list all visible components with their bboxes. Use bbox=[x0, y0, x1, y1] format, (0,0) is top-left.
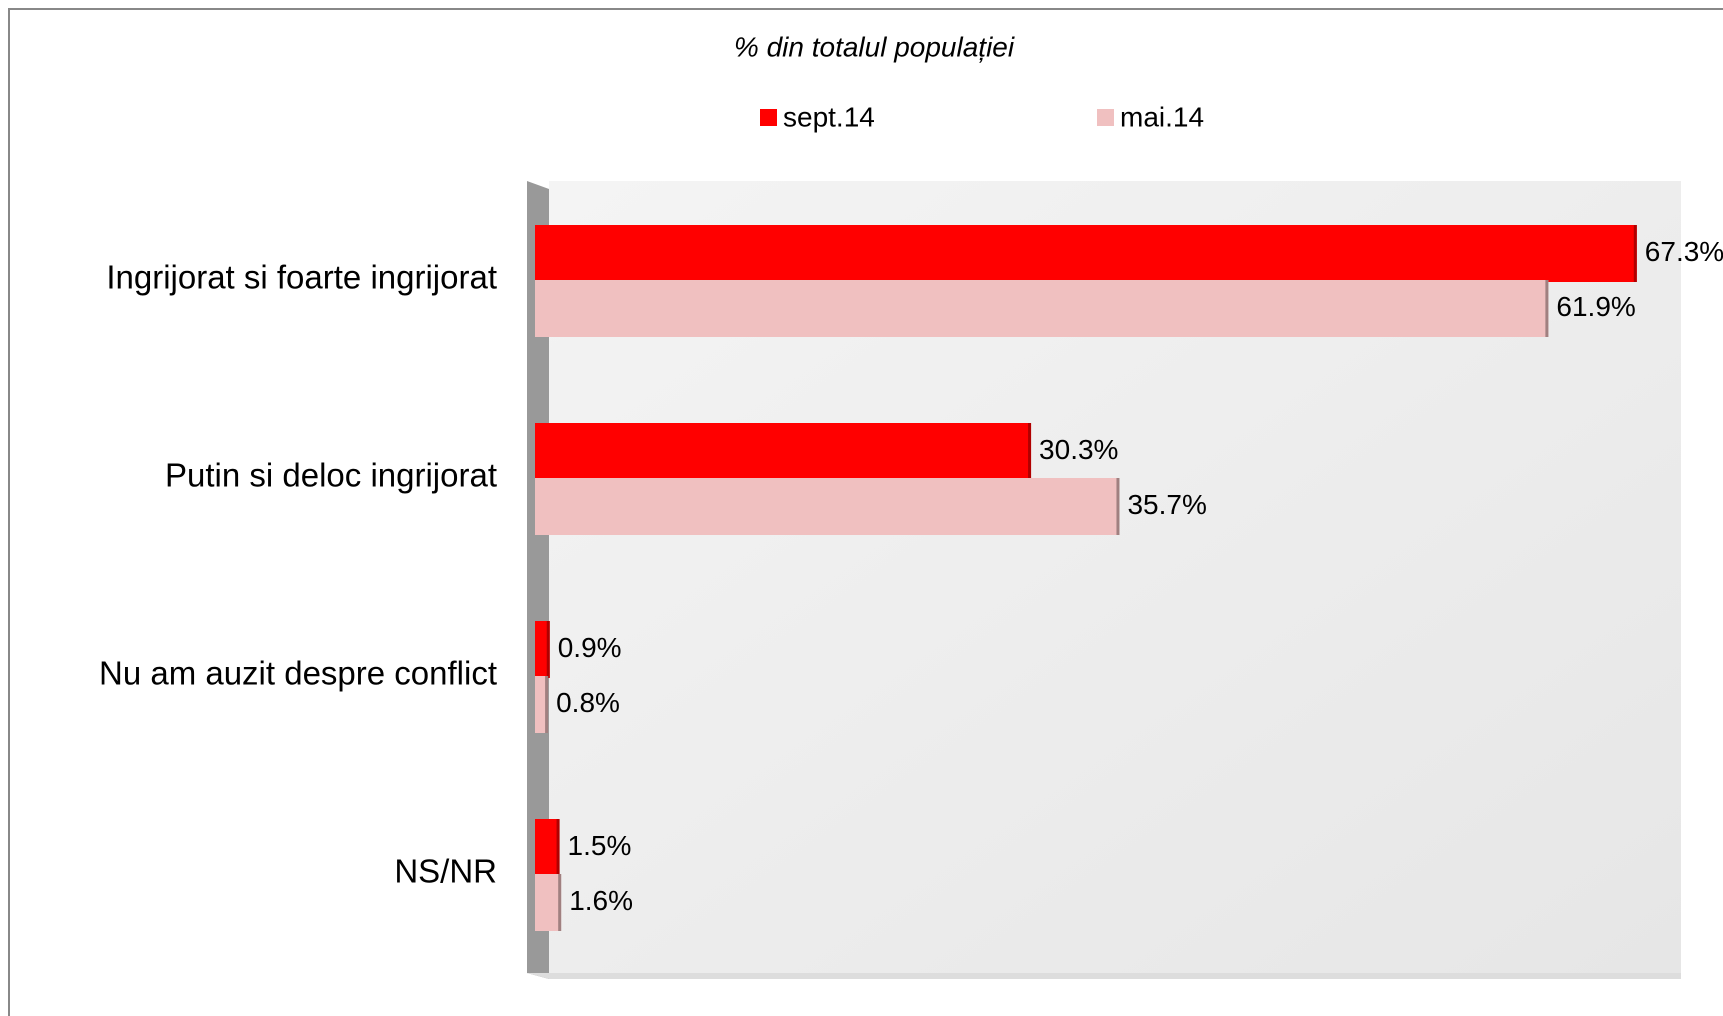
floor bbox=[527, 973, 1681, 979]
value-label: 67.3% bbox=[1645, 236, 1723, 267]
bar bbox=[535, 874, 562, 931]
bar bbox=[535, 819, 560, 876]
bar bbox=[535, 676, 549, 733]
category-label: NS/NR bbox=[394, 853, 497, 890]
value-label: 30.3% bbox=[1039, 434, 1118, 465]
legend-label: sept.14 bbox=[783, 101, 875, 132]
bar-edge bbox=[1028, 423, 1032, 480]
bar bbox=[535, 478, 1120, 535]
bar-edge bbox=[546, 621, 550, 678]
bar-edge bbox=[545, 676, 549, 733]
side-wall bbox=[527, 181, 549, 979]
category-label: Ingrijorat si foarte ingrijorat bbox=[106, 259, 497, 296]
bar-edge bbox=[1633, 225, 1637, 282]
value-label: 35.7% bbox=[1127, 489, 1206, 520]
bar-edge bbox=[556, 819, 560, 876]
category-label: Putin si deloc ingrijorat bbox=[165, 457, 497, 494]
bar-edge bbox=[1545, 280, 1549, 337]
value-label: 0.9% bbox=[558, 632, 622, 663]
value-label: 0.8% bbox=[556, 687, 620, 718]
chart-title: % din totalul populației bbox=[734, 31, 1015, 62]
value-label: 1.6% bbox=[569, 885, 633, 916]
bar bbox=[535, 423, 1032, 480]
category-label: Nu am auzit despre conflict bbox=[99, 655, 497, 692]
bar bbox=[535, 280, 1549, 337]
value-label: 1.5% bbox=[568, 830, 632, 861]
bar-edge bbox=[1116, 478, 1120, 535]
value-label: 61.9% bbox=[1556, 291, 1635, 322]
frame bbox=[8, 8, 1723, 1016]
bar-edge bbox=[558, 874, 562, 931]
legend-label: mai.14 bbox=[1120, 101, 1204, 132]
bar bbox=[535, 225, 1637, 282]
legend-swatch bbox=[1097, 109, 1114, 126]
legend-swatch bbox=[760, 109, 777, 126]
bar bbox=[535, 621, 550, 678]
